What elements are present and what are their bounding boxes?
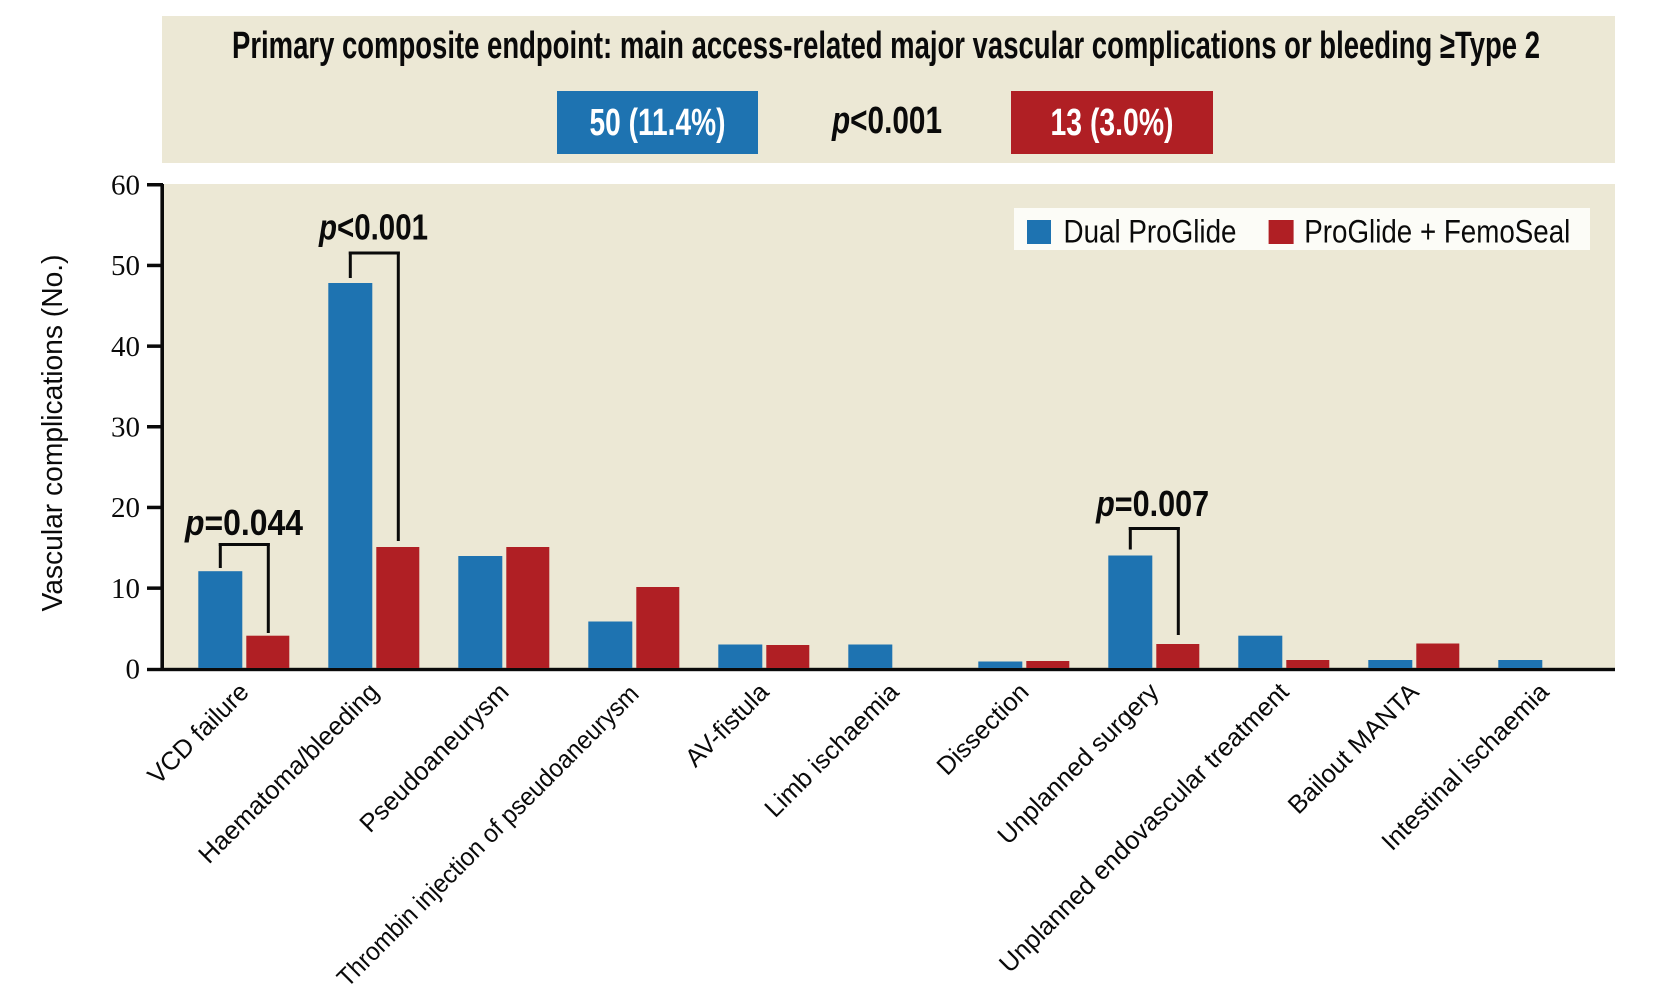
- svg-text:40: 40: [111, 331, 140, 363]
- svg-text:p<0.001: p<0.001: [318, 207, 428, 248]
- svg-text:p=0.007: p=0.007: [1095, 483, 1209, 524]
- svg-text:0: 0: [126, 654, 141, 686]
- svg-text:30: 30: [111, 412, 140, 444]
- svg-text:10: 10: [111, 573, 140, 605]
- svg-text:60: 60: [111, 170, 140, 202]
- svg-text:20: 20: [111, 492, 140, 524]
- svg-text:50 (11.4%): 50 (11.4%): [590, 102, 726, 144]
- svg-text:ProGlide + FemoSeal: ProGlide + FemoSeal: [1304, 214, 1570, 250]
- svg-text:Dual ProGlide: Dual ProGlide: [1064, 214, 1237, 250]
- svg-text:p=0.044: p=0.044: [184, 502, 303, 543]
- svg-text:50: 50: [111, 250, 140, 282]
- svg-text:Vascular complications (No.): Vascular complications (No.): [37, 255, 69, 612]
- svg-text:Primary composite endpoint: ma: Primary composite endpoint: main access-…: [232, 25, 1540, 67]
- svg-text:13 (3.0%): 13 (3.0%): [1051, 102, 1174, 144]
- svg-text:p<0.001: p<0.001: [831, 100, 942, 142]
